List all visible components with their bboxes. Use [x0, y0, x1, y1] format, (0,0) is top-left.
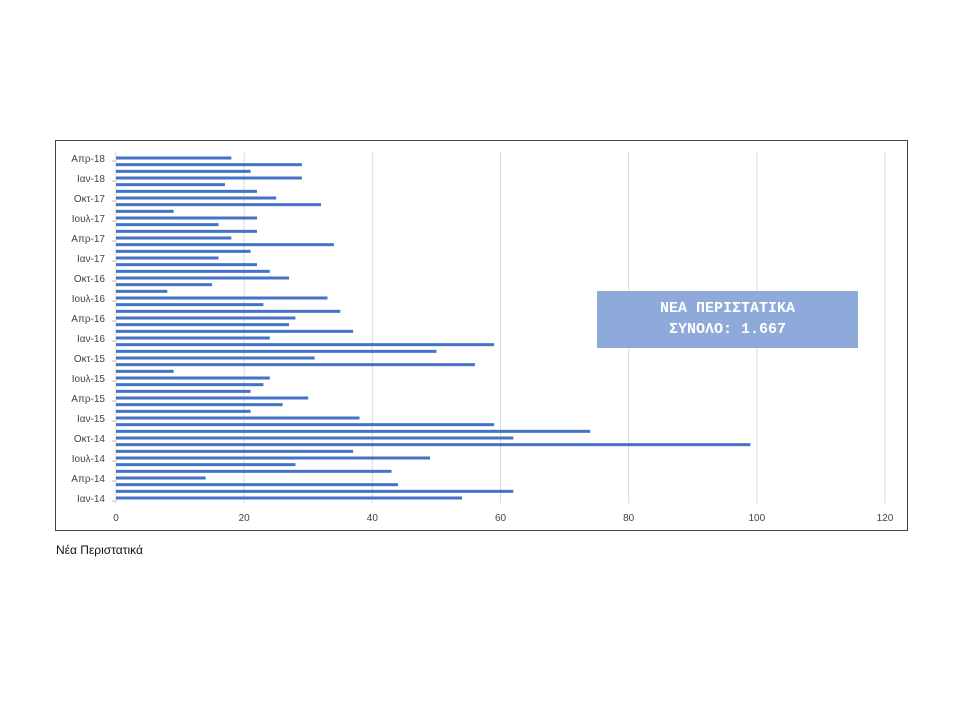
bar: [116, 243, 334, 247]
bar: [116, 283, 213, 287]
bar: [116, 269, 270, 273]
annotation-line-2: ΣΥΝΟΛΟ: 1.667: [668, 321, 787, 338]
bar: [116, 376, 270, 380]
bar: [116, 416, 360, 420]
x-tick-label: 100: [748, 513, 765, 524]
bar: [116, 343, 495, 347]
y-tick-label: Απρ-16: [71, 314, 105, 325]
bar: [116, 423, 495, 427]
bar: [116, 356, 315, 360]
bar: [116, 223, 219, 227]
y-tick-label: Απρ-17: [71, 234, 105, 245]
y-tick-label: Απρ-14: [71, 474, 105, 485]
bar: [116, 496, 463, 500]
x-tick-label: 0: [113, 513, 119, 524]
bar: [116, 209, 174, 213]
bar: [116, 436, 514, 440]
bar: [116, 236, 232, 240]
y-tick-label: Ιαν-14: [77, 494, 105, 505]
bar: [116, 189, 257, 193]
bar: [116, 396, 309, 400]
bar: [116, 156, 232, 160]
y-tick-label: Ιαν-15: [77, 414, 105, 425]
bar: [116, 163, 302, 167]
bar: [116, 483, 398, 487]
bar: [116, 403, 283, 407]
total-annotation-box: ΝΕΑ ΠΕΡΙΣΤΑΤΙΚΑ ΣΥΝΟΛΟ: 1.667: [597, 291, 858, 348]
bar: [116, 449, 354, 453]
bar: [116, 169, 251, 173]
bar: [116, 249, 251, 253]
bar: [116, 216, 257, 220]
bar: [116, 309, 341, 313]
bar: [116, 329, 354, 333]
bar: [116, 476, 206, 480]
bar: [116, 469, 392, 473]
bar: [116, 316, 296, 320]
x-tick-label: 120: [877, 513, 894, 524]
bar: [116, 349, 437, 353]
bar: [116, 369, 174, 373]
bar: [116, 229, 257, 233]
y-tick-label: Ιουλ-16: [72, 294, 106, 305]
x-tick-label: 60: [495, 513, 507, 524]
bar: [116, 323, 290, 327]
bar: [116, 463, 296, 467]
bar: [116, 276, 290, 280]
y-tick-label: Οκτ-15: [74, 354, 106, 365]
bar: [116, 203, 322, 207]
y-tick-label: Ιουλ-17: [72, 214, 106, 225]
bar-chart: 0 20 40 60 80 100 120 Ιαν-14 Απρ-14 Ιουλ-14 Οκτ-14…: [71, 152, 894, 524]
y-tick-label: Ιουλ-14: [72, 454, 106, 465]
bar: [116, 443, 751, 447]
y-tick-label: Ιουλ-15: [72, 374, 106, 385]
y-tick-label: Ιαν-18: [77, 174, 105, 185]
bar: [116, 296, 328, 300]
chart-caption: Νέα Περιστατικά: [56, 543, 143, 557]
y-tick-label: Ιαν-17: [77, 254, 105, 265]
y-tick-label: Απρ-18: [71, 154, 105, 165]
annotation-line-1: ΝΕΑ ΠΕΡΙΣΤΑΤΙΚΑ: [659, 300, 796, 317]
x-tick-label: 80: [623, 513, 635, 524]
y-tick-label: Απρ-15: [71, 394, 105, 405]
bar: [116, 263, 257, 267]
bar: [116, 456, 431, 460]
bar: [116, 383, 264, 387]
bar: [116, 409, 251, 413]
y-tick-label: Οκτ-17: [74, 194, 106, 205]
bar: [116, 429, 591, 433]
bar: [116, 363, 475, 367]
bar: [116, 489, 514, 493]
bar: [116, 389, 251, 393]
y-tick-label: Οκτ-16: [74, 274, 106, 285]
bar: [116, 303, 264, 307]
y-tick-label: Ιαν-16: [77, 334, 105, 345]
bar: [116, 289, 168, 293]
bar: [116, 176, 302, 180]
bar: [116, 183, 225, 187]
x-tick-label: 20: [239, 513, 251, 524]
bar: [116, 196, 277, 200]
bar: [116, 336, 270, 340]
y-tick-label: Οκτ-14: [74, 434, 106, 445]
x-tick-label: 40: [367, 513, 379, 524]
bar: [116, 256, 219, 260]
